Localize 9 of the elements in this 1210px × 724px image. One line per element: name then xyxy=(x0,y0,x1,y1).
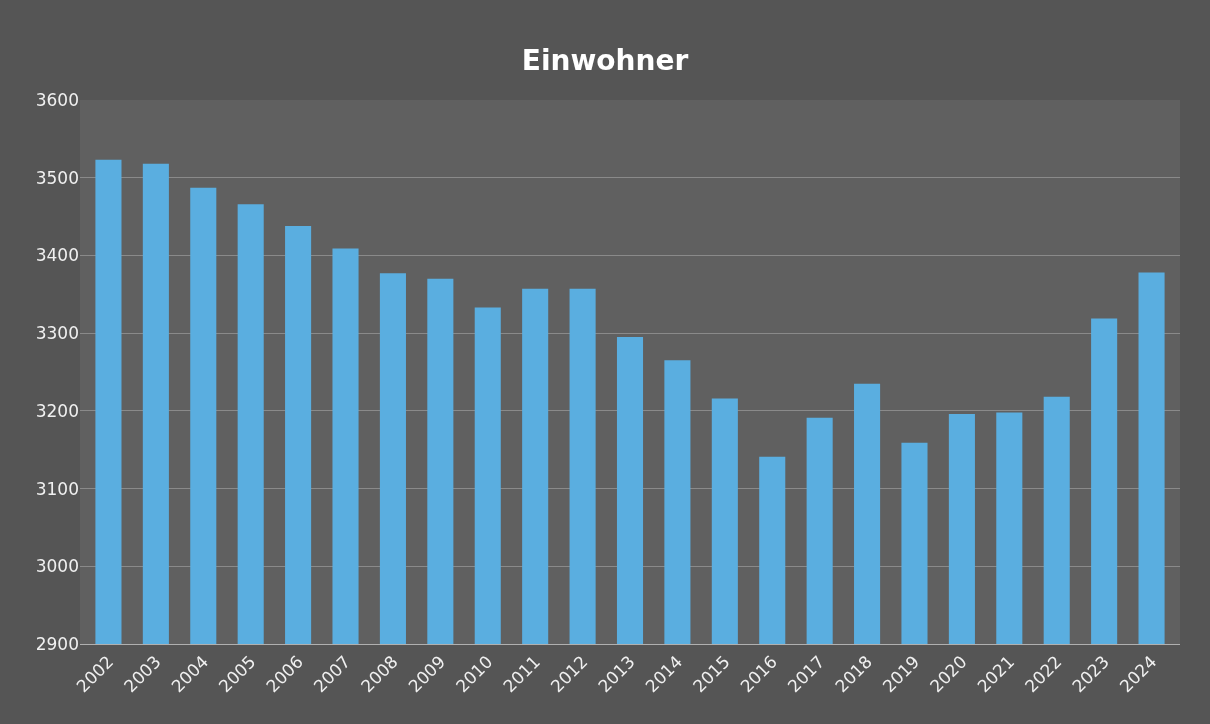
y-tick-label: 3100 xyxy=(35,478,79,499)
y-tick-label: 3300 xyxy=(35,323,79,344)
y-tick-label: 2900 xyxy=(35,633,79,654)
y-tick-label: 3400 xyxy=(35,245,79,266)
y-tick-label: 3500 xyxy=(35,167,79,188)
chart-title: Einwohner xyxy=(521,44,689,78)
y-tick-label: 3600 xyxy=(35,89,79,110)
y-tick-label: 3000 xyxy=(35,556,79,577)
y-tick-label: 3200 xyxy=(35,400,79,421)
